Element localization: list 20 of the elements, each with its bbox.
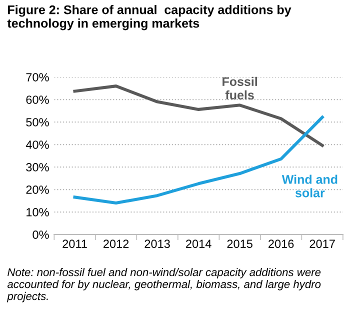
x-tick-label: 2012: [104, 240, 129, 248]
y-tick-label: 20%: [26, 186, 49, 194]
text: Note: non-fossil fuel and non-wind/solar capacity additions were accounted for by nuclear, geothermal, biomass, and large hydro projects.: [6, 268, 321, 302]
x-tick-label: 2014: [186, 240, 212, 248]
x-tick-label: 2011: [62, 240, 87, 248]
y-tick-label: 0%: [32, 230, 49, 239]
x-tick-label: 2013: [144, 240, 170, 248]
series-label: Fossil fuels: [222, 76, 257, 100]
line-series: [73, 84, 324, 147]
y-tick-label: 10%: [26, 208, 49, 216]
chart-title: Figure 2: Share of annual capacity additions by technology in emerging markets: [7, 5, 292, 30]
x-tick-label: 2015: [227, 240, 252, 248]
x-tick-label: 2017: [310, 240, 335, 248]
y-tick-label: 50%: [26, 118, 49, 126]
series-label: Wind and solar: [282, 174, 338, 198]
y-tick-label: 60%: [26, 96, 49, 104]
y-tick-label: 40%: [26, 140, 49, 149]
y-tick-label: 70%: [26, 73, 49, 82]
x-tick-label: 2016: [268, 240, 294, 248]
y-tick-label: 30%: [26, 163, 49, 172]
